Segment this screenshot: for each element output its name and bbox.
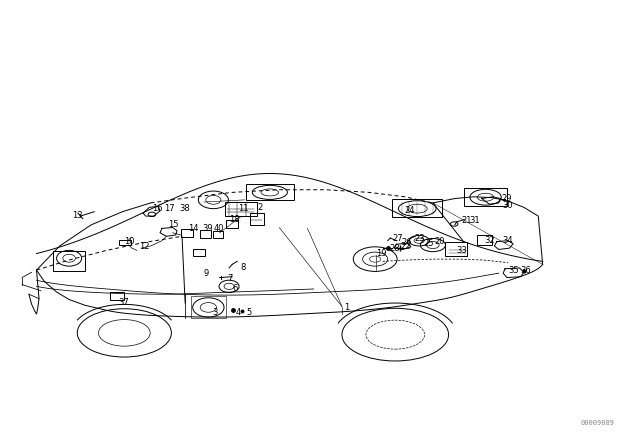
Text: 32: 32 — [484, 236, 495, 245]
Text: 19: 19 — [376, 250, 387, 258]
Text: 14: 14 — [188, 224, 199, 233]
Text: 18: 18 — [229, 215, 240, 224]
Text: 34: 34 — [502, 236, 513, 245]
Text: 11: 11 — [239, 204, 249, 213]
Text: 12: 12 — [140, 242, 150, 251]
Bar — [250, 213, 264, 225]
Text: 28: 28 — [389, 244, 399, 253]
Text: 1: 1 — [344, 303, 349, 312]
Bar — [464, 188, 507, 207]
Text: 31: 31 — [469, 216, 480, 225]
Text: 21: 21 — [461, 216, 472, 225]
Text: 15: 15 — [168, 220, 179, 229]
Bar — [225, 202, 257, 216]
Text: 30: 30 — [502, 201, 513, 210]
Text: 7: 7 — [227, 274, 232, 284]
Text: 25: 25 — [424, 239, 434, 248]
Bar — [213, 232, 223, 238]
Text: 13: 13 — [72, 211, 83, 220]
Text: 37: 37 — [118, 297, 129, 306]
Text: 22: 22 — [400, 242, 411, 251]
Bar — [445, 242, 467, 256]
Bar — [392, 199, 442, 217]
Text: 20: 20 — [434, 237, 445, 246]
Text: 4: 4 — [236, 308, 241, 317]
Bar — [119, 240, 131, 245]
Bar — [54, 251, 85, 271]
Bar — [180, 229, 193, 237]
Text: 27: 27 — [392, 233, 403, 242]
Text: 40: 40 — [213, 224, 224, 233]
Text: 26: 26 — [401, 238, 412, 247]
Bar — [246, 184, 294, 200]
Text: 17: 17 — [164, 204, 175, 213]
Text: 38: 38 — [179, 204, 189, 213]
Bar — [193, 249, 205, 256]
Bar — [200, 230, 211, 238]
Text: 6: 6 — [232, 284, 237, 293]
Text: 33: 33 — [457, 246, 467, 255]
Text: 36: 36 — [521, 266, 531, 275]
Text: 16: 16 — [152, 204, 163, 213]
Text: 3: 3 — [212, 308, 218, 317]
Text: 8: 8 — [241, 263, 246, 272]
Text: 9: 9 — [204, 269, 209, 278]
Text: 23: 23 — [414, 233, 425, 242]
Text: 39: 39 — [202, 224, 212, 233]
Text: 10: 10 — [124, 237, 135, 246]
Text: 00009089: 00009089 — [580, 420, 615, 426]
Bar — [191, 297, 226, 319]
Bar — [226, 220, 239, 228]
Text: 2: 2 — [257, 203, 262, 212]
Bar — [110, 292, 124, 300]
Text: 29: 29 — [502, 194, 513, 203]
Bar — [477, 235, 493, 245]
Text: 5: 5 — [246, 308, 252, 317]
Text: 24: 24 — [404, 207, 415, 215]
Text: 35: 35 — [508, 266, 519, 275]
